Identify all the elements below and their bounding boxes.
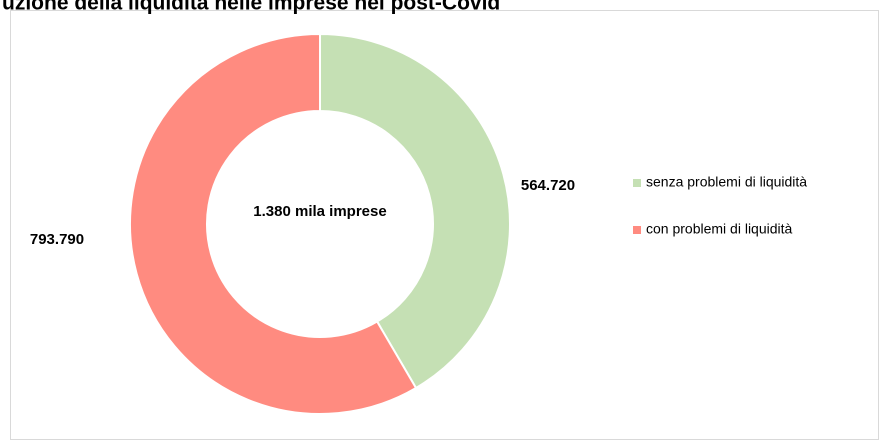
legend-swatch [633, 179, 641, 187]
center-annotation: 1.380 mila imprese [253, 203, 386, 220]
chart-title: uzione della liquidità nelle imprese nel… [2, 0, 500, 15]
legend-label: senza problemi di liquidità [646, 174, 807, 190]
donut-slice [319, 32, 511, 390]
data-label: 793.790 [30, 231, 84, 248]
donut-slice [129, 32, 418, 415]
data-label: 564.720 [521, 177, 575, 194]
legend-swatch [633, 226, 641, 234]
legend-label: con problemi di liquidità [646, 221, 793, 237]
